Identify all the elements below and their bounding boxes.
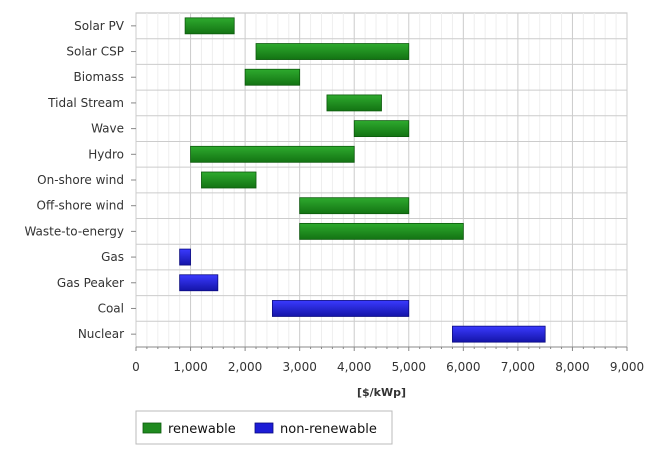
x-axis-title: [$/kWp]: [357, 386, 406, 399]
category-label-biomass: Biomass: [74, 70, 124, 84]
bar-wave: [353, 120, 410, 138]
x-tick-labels: 0 1,000 2,000 3,000 4,000 5,000 6,000 7,000 8,00…: [132, 347, 644, 374]
x-tick-label: 0: [132, 360, 140, 374]
legend: renewable non-renewable: [135, 410, 393, 445]
category-label-on-shore-wind: On-shore wind: [37, 173, 124, 187]
row-separators: [136, 38, 627, 322]
category-label-waste-to-energy: Waste-to-energy: [24, 224, 124, 238]
x-tick-label: 8,000: [555, 360, 589, 374]
bar-tidal-stream: [326, 94, 382, 112]
bar-hydro: [190, 145, 355, 163]
category-label-gas-peaker: Gas Peaker: [57, 276, 124, 290]
category-label-hydro: Hydro: [88, 147, 124, 161]
x-tick-label: 1,000: [173, 360, 207, 374]
bar-solar-pv: [184, 17, 235, 35]
legend-label-non-renewable: non-renewable: [280, 422, 377, 437]
bar-biomass: [244, 68, 301, 86]
x-tick-label: 2,000: [228, 360, 262, 374]
bar-solar-csp: [255, 43, 410, 60]
category-label-nuclear: Nuclear: [78, 327, 124, 341]
x-tick-label: 7,000: [501, 360, 535, 374]
category-label-gas: Gas: [101, 250, 124, 264]
bar-coal: [271, 300, 410, 317]
category-label-coal: Coal: [98, 301, 124, 315]
category-label-tidal-stream: Tidal Stream: [47, 96, 124, 110]
x-tick-label: 4,000: [337, 360, 371, 374]
bar-nuclear: [452, 325, 546, 343]
bar-gas-peaker: [179, 274, 219, 292]
bar-off-shore-wind: [299, 197, 410, 215]
x-tick-label: 9,000: [610, 360, 644, 374]
legend-label-renewable: renewable: [168, 422, 236, 437]
category-label-solar-pv: Solar PV: [74, 19, 125, 33]
category-label-off-shore-wind: Off-shore wind: [37, 199, 124, 213]
minor-grid: [146, 13, 617, 347]
bars: [179, 17, 546, 343]
legend-swatch-non-renewable: [254, 422, 274, 434]
x-tick-label: 6,000: [446, 360, 480, 374]
legend-swatch-renewable: [142, 422, 162, 434]
x-tick-label: 5,000: [392, 360, 426, 374]
category-labels: Solar PV Solar CSP Biomass Tidal Stream Wave…: [24, 19, 136, 341]
category-label-wave: Wave: [91, 122, 124, 136]
bar-waste-to-energy: [299, 222, 464, 240]
x-tick-label: 3,000: [282, 360, 316, 374]
bar-gas: [179, 248, 191, 266]
category-label-solar-csp: Solar CSP: [66, 45, 124, 59]
bar-on-shore-wind: [201, 171, 257, 189]
